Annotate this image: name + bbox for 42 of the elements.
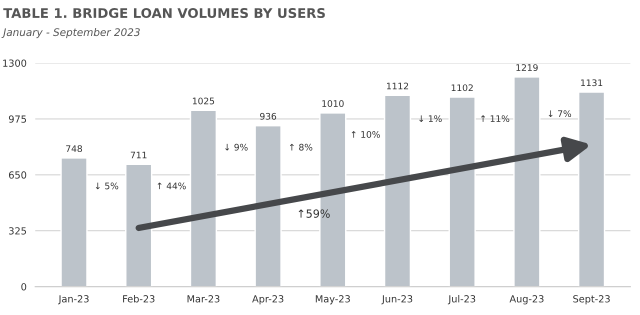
annotation: ↑ 11% <box>481 115 510 122</box>
annotation: ↓ 1% <box>419 115 442 122</box>
annotation: ↑ 44% <box>158 182 186 190</box>
bar <box>578 91 606 287</box>
y-tick-label: 325 <box>9 227 26 235</box>
bar <box>125 164 152 287</box>
x-tick-label: Feb-23 <box>123 294 154 303</box>
annotation: ↑ 8% <box>290 144 312 151</box>
bar <box>384 94 412 287</box>
x-tick-label: Aug-23 <box>510 295 544 304</box>
data-label: 1025 <box>192 98 214 104</box>
data-label: 936 <box>260 112 276 120</box>
x-tick-label: Sept-23 <box>573 295 610 304</box>
y-tick-label: 650 <box>8 171 26 179</box>
data-label: 1131 <box>581 79 602 86</box>
x-tick-label: Jan-23 <box>58 295 89 304</box>
x-tick-label: Apr-23 <box>252 295 284 304</box>
chart-title: TABLE 1. BRIDGE LOAN VOLUMES BY USERS <box>3 8 325 18</box>
data-label: 1219 <box>516 64 538 72</box>
data-label: 711 <box>130 152 146 158</box>
x-tick-label: Mar-23 <box>188 295 220 303</box>
bar <box>190 110 218 287</box>
annotation: ↓ 5% <box>96 182 118 190</box>
data-label: 1010 <box>322 100 344 107</box>
annotation: ↓ 9% <box>225 144 248 151</box>
annotation: ↓ 7% <box>548 110 572 118</box>
x-tick-label: May-23 <box>316 295 350 304</box>
annotation: ↑59% <box>298 209 330 218</box>
bar <box>448 96 476 287</box>
x-tick-label: Jun-23 <box>381 295 412 304</box>
data-label: 1112 <box>387 82 408 90</box>
y-tick-label: 0 <box>21 283 26 290</box>
data-label: 748 <box>66 145 82 152</box>
y-tick-label: 975 <box>8 115 26 123</box>
bar <box>60 157 88 287</box>
chart-subtitle: January - September 2023 <box>1 28 140 38</box>
annotation: ↑ 10% <box>352 131 380 138</box>
x-tick-label: Jul-23 <box>448 294 476 304</box>
bar <box>254 124 282 287</box>
y-tick-label: 1300 <box>3 59 26 67</box>
bar <box>513 76 541 287</box>
data-label: 1102 <box>452 84 473 92</box>
